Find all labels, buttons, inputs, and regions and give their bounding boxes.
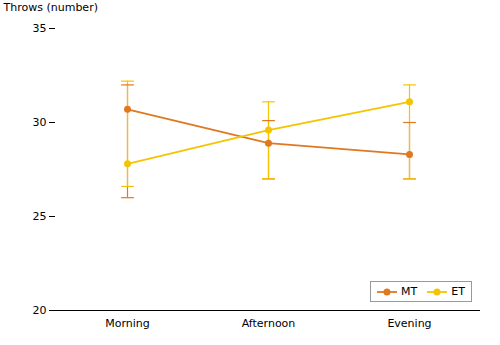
html-text:MT: MT xyxy=(401,285,418,298)
svg-text:30: 30 xyxy=(33,116,47,129)
svg-text:Throws (number): Throws (number) xyxy=(3,1,98,14)
svg-text:20: 20 xyxy=(33,304,47,317)
html-text:ET: ET xyxy=(451,285,465,298)
svg-text:25: 25 xyxy=(33,210,47,223)
svg-text:Afternoon: Afternoon xyxy=(242,317,296,330)
svg-text:Morning: Morning xyxy=(105,317,150,330)
svg-text:Evening: Evening xyxy=(387,317,431,330)
svg-text:35: 35 xyxy=(33,22,47,35)
